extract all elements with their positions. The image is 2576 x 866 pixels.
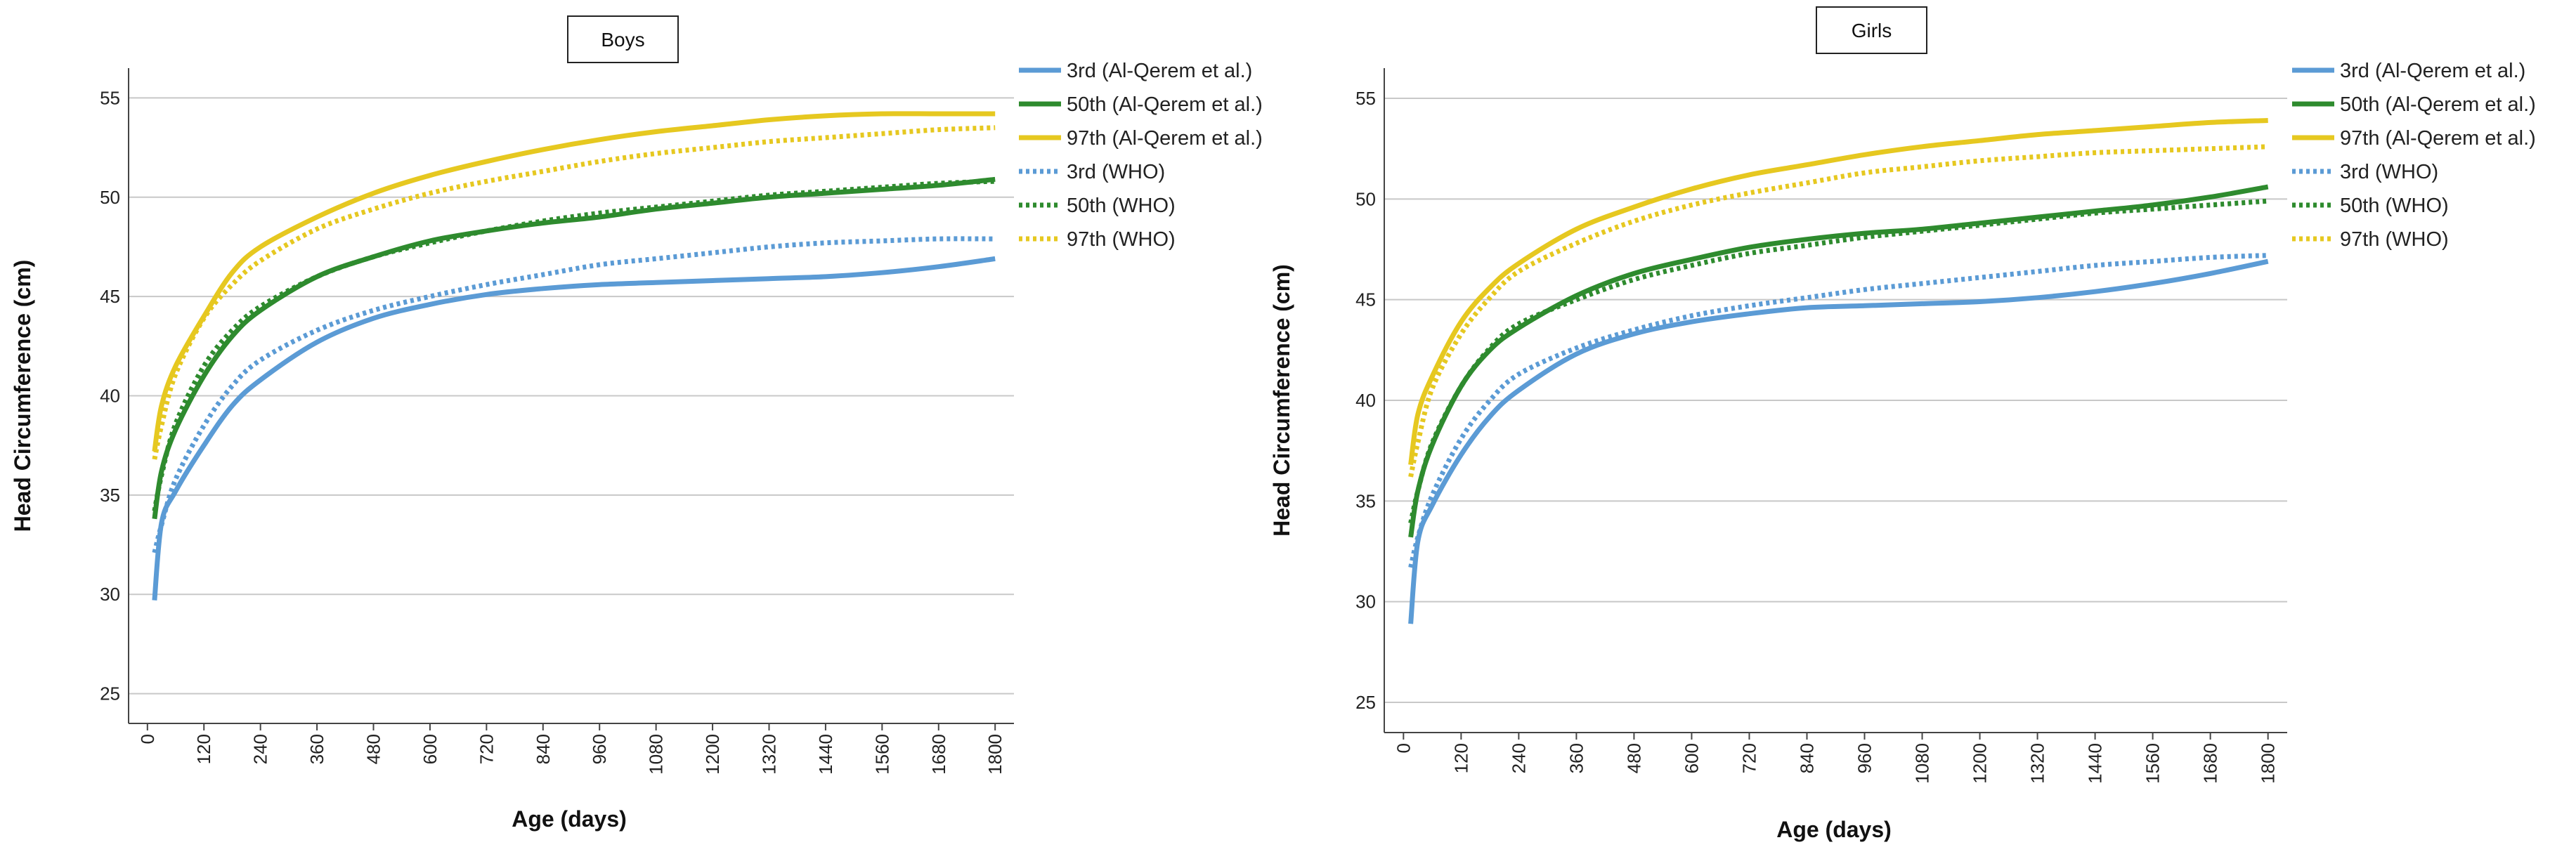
legend-label-2: 97th (Al-Qerem et al.)	[1067, 127, 1263, 150]
y-tick-label: 25	[1355, 692, 1376, 713]
x-tick-label: 720	[476, 734, 497, 764]
legend-label-1: 50th (Al-Qerem et al.)	[1067, 93, 1263, 116]
x-tick-label: 960	[589, 734, 610, 764]
x-tick-label: 1080	[646, 734, 667, 775]
y-tick-label: 40	[1355, 390, 1376, 411]
x-tick-label: 1680	[2200, 743, 2221, 784]
x-tick-label: 480	[363, 734, 384, 764]
y-tick-label: 25	[100, 683, 120, 704]
x-tick-label: 960	[1854, 743, 1875, 773]
y-tick-label: 40	[100, 386, 120, 407]
chart-panel-girls: 25 30 35 40 45 50 55 0 120 240 360 480 600 720 840 960 1…	[1269, 6, 2536, 842]
x-tick-label: 1560	[2142, 743, 2164, 784]
y-tick-label: 30	[100, 584, 120, 605]
y-tick-label: 50	[100, 187, 120, 208]
series-line-2	[152, 111, 996, 452]
legend-label-4: 50th (WHO)	[2340, 195, 2449, 217]
x-tick-label: 1800	[2258, 743, 2279, 784]
x-tick-label: 480	[1623, 743, 1644, 773]
legend-label-5: 97th (WHO)	[2340, 228, 2449, 251]
x-tick-label: 1440	[815, 734, 836, 775]
x-tick-label: 1560	[871, 734, 892, 775]
legend-label-0: 3rd (Al-Qerem et al.)	[1067, 60, 1252, 82]
legend-label-3: 3rd (WHO)	[2340, 161, 2438, 183]
x-tick-label: 1200	[702, 734, 723, 775]
x-tick-label: 1800	[984, 734, 1006, 775]
series-line-3	[152, 236, 996, 553]
x-tick-label: 1680	[928, 734, 949, 775]
legend-label-3: 3rd (WHO)	[1067, 161, 1165, 183]
x-tick-label: 1440	[2085, 743, 2106, 784]
series-line-0	[1408, 258, 2269, 624]
series-line-4	[152, 178, 996, 512]
y-tick-label: 35	[1355, 490, 1376, 511]
series-line-5	[1408, 144, 2268, 478]
x-tick-label: 360	[306, 734, 327, 764]
legend-label-5: 97th (WHO)	[1067, 228, 1176, 251]
chart-title: Boys	[601, 29, 644, 51]
x-tick-label: 240	[1508, 743, 1529, 773]
x-tick-label: 840	[533, 734, 554, 764]
series-line-4	[1408, 198, 2268, 524]
y-tick-label: 45	[100, 286, 120, 307]
series-line-2	[1408, 118, 2268, 466]
legend-label-1: 50th (Al-Qerem et al.)	[2340, 93, 2536, 116]
series-line-3	[1408, 253, 2268, 568]
y-tick-label: 50	[1355, 188, 1376, 209]
x-tick-label: 720	[1738, 743, 1759, 773]
y-tick-label: 30	[1355, 591, 1376, 612]
x-tick-label: 600	[419, 734, 441, 764]
x-tick-label: 1320	[2027, 743, 2048, 784]
x-tick-label: 0	[137, 734, 158, 744]
x-tick-label: 840	[1796, 743, 1817, 773]
x-tick-label: 120	[193, 734, 214, 764]
legend-label-0: 3rd (Al-Qerem et al.)	[2340, 60, 2525, 82]
x-axis-title: Age (days)	[1776, 817, 1892, 842]
x-tick-label: 0	[1393, 743, 1414, 753]
chart-title: Girls	[1852, 20, 1892, 41]
series-line-5	[152, 125, 996, 460]
y-tick-label: 55	[1355, 88, 1376, 109]
chart-title-box	[1816, 6, 1927, 54]
legend-label-2: 97th (Al-Qerem et al.)	[2340, 127, 2536, 150]
x-tick-label: 1080	[1912, 743, 1933, 784]
x-tick-label: 120	[1450, 743, 1471, 773]
chart-title-box	[567, 15, 679, 63]
y-axis-title: Head Circumference (cm)	[1269, 264, 1294, 537]
x-tick-label: 1200	[1970, 743, 1991, 784]
chart-panel-boys: 25 30 35 40 45 50 55 0 120 240 360 480 600 720 840 960 1…	[10, 15, 1263, 832]
x-tick-label: 1320	[758, 734, 779, 775]
x-tick-label: 600	[1681, 743, 1702, 773]
y-tick-label: 45	[1355, 289, 1376, 310]
y-axis-title: Head Circumference (cm)	[10, 260, 35, 532]
x-tick-label: 360	[1566, 743, 1587, 773]
x-axis-title: Age (days)	[512, 806, 627, 832]
legend-label-4: 50th (WHO)	[1067, 195, 1176, 217]
series-line-0	[152, 256, 996, 601]
x-tick-label: 240	[250, 734, 271, 764]
y-tick-label: 35	[100, 485, 120, 506]
y-tick-label: 55	[100, 87, 120, 108]
